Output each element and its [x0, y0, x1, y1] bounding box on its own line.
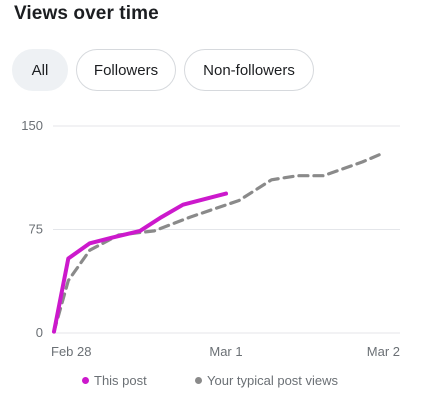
series-line-typical-views [52, 152, 384, 334]
x-tick-label-mar-2: Mar 2 [367, 344, 400, 359]
chart-legend: This post Your typical post views [0, 373, 432, 389]
legend-item-typical-views: Your typical post views [195, 373, 338, 388]
y-axis-tick-labels: 0 75 150 [21, 118, 43, 340]
y-tick-label-75: 75 [29, 222, 43, 237]
legend-label-typical-views: Your typical post views [207, 373, 339, 388]
legend-label-this-post: This post [94, 373, 147, 388]
filter-all-button[interactable]: All [12, 49, 68, 91]
x-axis-tick-labels: Feb 28 Mar 1 Mar 2 [51, 344, 400, 359]
this-post-legend-dot [82, 377, 89, 384]
x-tick-label-feb-28: Feb 28 [51, 344, 91, 359]
page-title: Views over time [14, 3, 159, 24]
legend-item-this-post: This post [82, 373, 147, 388]
x-tick-label-mar-1: Mar 1 [209, 344, 242, 359]
typical-views-legend-dot [195, 377, 202, 384]
filter-followers-button[interactable]: Followers [76, 49, 176, 91]
filter-non-followers-button[interactable]: Non-followers [184, 49, 314, 91]
series-line-this-post [52, 191, 228, 334]
y-tick-label-0: 0 [36, 325, 43, 340]
y-tick-label-150: 150 [21, 118, 43, 133]
grid-layer [53, 125, 400, 334]
series-layer [52, 152, 384, 334]
